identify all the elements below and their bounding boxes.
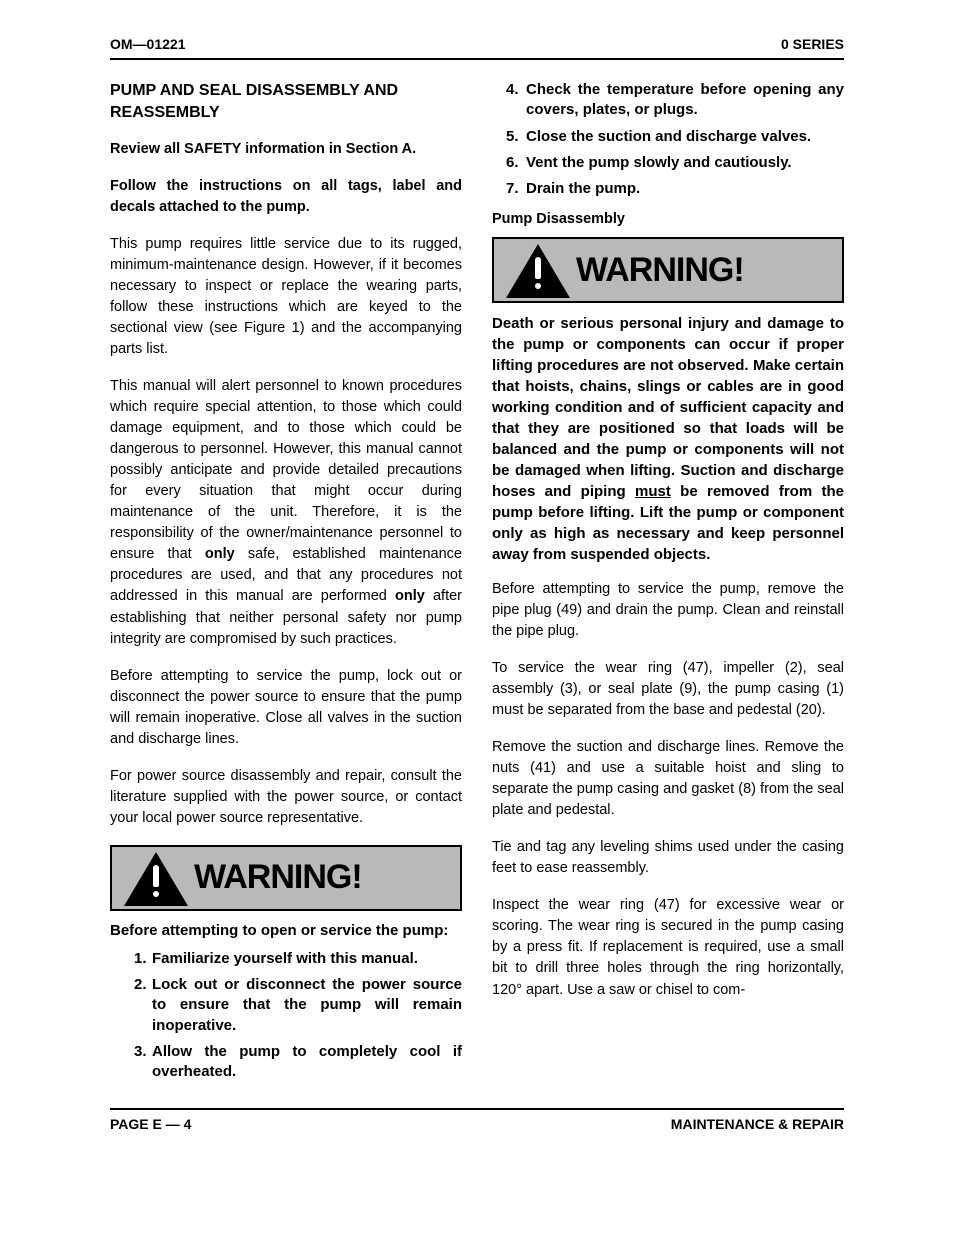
footer-right: MAINTENANCE & REPAIR [671,1116,844,1132]
warning-lead: Before attempting to open or service the… [110,921,462,941]
warning-label: WARNING! [194,858,362,897]
paragraph-lockout: Before attempting to service the pump, l… [110,666,462,750]
step-number: 3. [134,1042,147,1062]
exclamation-icon [151,865,161,901]
text-run: This manual will alert personnel to know… [110,378,462,562]
step-text: Check the temperature before opening any… [526,81,844,118]
header-right: 0 SERIES [781,36,844,52]
footer-left: PAGE E — 4 [110,1116,191,1132]
step-number: 7. [506,179,519,199]
warning-paragraph-lifting: Death or serious personal injury and dam… [492,313,844,565]
warning-steps: 1. Familiarize yourself with this manual.… [110,949,462,1083]
warning-label: WARNING! [576,251,744,290]
step-text: Familiarize yourself with this manual. [152,950,418,967]
step-text: Allow the pump to completely cool if ove… [152,1043,462,1080]
step-text: Lock out or disconnect the power source … [152,976,462,1034]
list-item: 1. Familiarize yourself with this manual. [134,949,462,969]
underline-must: must [635,483,671,500]
section-title: PUMP AND SEAL DISASSEMBLY AND REASSEMBLY [110,80,462,123]
paragraph-shims: Tie and tag any leveling shims used unde… [492,837,844,879]
subsection-title: Pump Disassembly [492,211,844,227]
exclamation-icon [533,257,543,293]
paragraph-wear-ring: Inspect the wear ring (47) for excessive… [492,895,844,1000]
list-item: 6. Vent the pump slowly and cautiously. [506,153,844,173]
emphasis-only: only [395,588,425,604]
step-number: 6. [506,153,519,173]
paragraph-manual-alert: This manual will alert personnel to know… [110,376,462,649]
intro-safety: Review all SAFETY information in Section… [110,139,462,160]
page: OM—01221 0 SERIES PUMP AND SEAL DISASSEM… [0,0,954,1235]
warning-steps-continued: 4. Check the temperature before opening a… [492,80,844,199]
left-column: PUMP AND SEAL DISASSEMBLY AND REASSEMBLY… [110,80,462,1088]
warning-banner: WARNING! [110,845,462,911]
right-column: 4. Check the temperature before opening a… [492,80,844,1088]
paragraph-pipe-plug: Before attempting to service the pump, r… [492,579,844,642]
step-number: 2. [134,975,147,995]
text-run: Death or serious personal injury and dam… [492,315,844,500]
page-header: OM—01221 0 SERIES [110,36,844,60]
warning-banner: WARNING! [492,237,844,303]
list-item: 3.Allow the pump to completely cool if o… [134,1042,462,1083]
header-left: OM—01221 [110,36,185,52]
paragraph-power-source: For power source disassembly and repair,… [110,766,462,829]
step-number: 1. [134,949,147,969]
list-item: 4. Check the temperature before opening a… [506,80,844,121]
step-number: 5. [506,127,519,147]
list-item: 7. Drain the pump. [506,179,844,199]
paragraph-remove-lines: Remove the suction and discharge lines. … [492,737,844,821]
step-text: Drain the pump. [526,180,640,197]
step-text: Close the suction and discharge valves. [526,128,811,145]
list-item: 2.Lock out or disconnect the power sourc… [134,975,462,1036]
list-item: 5. Close the suction and discharge valves… [506,127,844,147]
emphasis-only: only [205,546,235,562]
content-columns: PUMP AND SEAL DISASSEMBLY AND REASSEMBLY… [110,80,844,1088]
page-footer: PAGE E — 4 MAINTENANCE & REPAIR [110,1110,844,1132]
step-text: Vent the pump slowly and cautiously. [526,154,792,171]
paragraph-service-parts: To service the wear ring (47), impeller … [492,658,844,721]
paragraph-service: This pump requires little service due to… [110,234,462,360]
step-number: 4. [506,80,519,100]
intro-tags: Follow the instructions on all tags, lab… [110,176,462,218]
